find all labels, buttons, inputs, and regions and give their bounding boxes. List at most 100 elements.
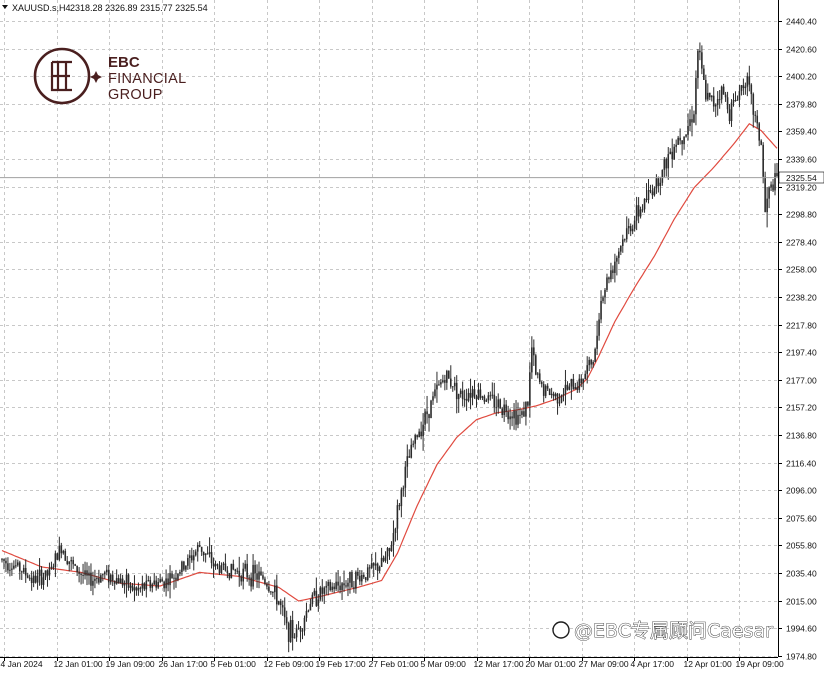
x-tick-label: 19 Feb 17:00 (316, 659, 366, 669)
candle (20, 570, 23, 580)
candle (222, 561, 225, 571)
candle (402, 485, 405, 497)
candle (687, 113, 689, 141)
y-tick-label: 2116.40 (786, 459, 816, 469)
candle (109, 573, 112, 585)
candle (206, 546, 209, 555)
candle (149, 576, 152, 592)
candle (404, 460, 407, 498)
candle (351, 570, 353, 588)
candle (657, 176, 660, 193)
candle (667, 147, 670, 180)
candle (582, 378, 585, 390)
candle (139, 586, 142, 593)
candle (578, 374, 581, 393)
candle (659, 176, 662, 196)
candle (604, 288, 606, 305)
x-tick-label: 26 Jan 17:00 (159, 659, 208, 669)
candle (497, 393, 500, 414)
dropdown-triangle-icon[interactable] (2, 5, 8, 9)
candle (744, 82, 747, 95)
y-tick-label: 2298.80 (786, 210, 817, 220)
candle (274, 579, 276, 600)
candle (570, 378, 573, 400)
candle (669, 148, 672, 155)
candle (44, 570, 47, 581)
candle (287, 621, 290, 653)
candle (592, 360, 594, 368)
candle (357, 567, 359, 580)
candle (722, 83, 725, 95)
candle (353, 580, 355, 593)
y-tick-label: 2379.80 (786, 100, 817, 110)
candle (181, 560, 183, 576)
candle (730, 99, 733, 127)
candle (430, 399, 432, 419)
moving-average-line (1, 123, 778, 602)
candle (94, 569, 96, 589)
candle (647, 179, 650, 204)
logo-e-mark-icon (50, 60, 72, 92)
ohlc-values: 2318.28 2326.89 2315.77 2325.54 (70, 3, 208, 13)
candle (467, 388, 470, 403)
candle (691, 105, 693, 137)
candle (187, 554, 189, 570)
candle (738, 84, 741, 108)
candle (477, 382, 480, 401)
candle (544, 384, 547, 399)
candle (428, 413, 430, 432)
y-tick-label: 1994.60 (786, 624, 817, 634)
candle (675, 139, 677, 153)
candle (5, 557, 7, 573)
candle (285, 610, 288, 630)
candle (26, 572, 29, 579)
candle (485, 398, 488, 402)
candle (244, 560, 246, 572)
candle (272, 591, 274, 598)
y-tick-label: 2055.80 (786, 541, 817, 551)
candle (266, 582, 268, 590)
candle (62, 549, 65, 555)
candle (639, 206, 642, 219)
candle (88, 565, 90, 585)
y-tick-label: 2420.60 (786, 45, 817, 55)
candle (574, 382, 577, 390)
candle (479, 383, 482, 400)
candle (190, 547, 193, 563)
candle (297, 621, 300, 630)
candle (347, 578, 349, 597)
candle (115, 569, 118, 585)
candle (398, 502, 401, 511)
candle (408, 449, 411, 458)
candle (618, 247, 620, 265)
x-tick-label: 5 Mar 09:00 (421, 659, 467, 669)
candle (598, 312, 600, 341)
candle (649, 184, 652, 194)
candle (754, 111, 757, 123)
candle (301, 628, 304, 640)
y-tick-label: 2359.40 (786, 127, 817, 137)
candle (453, 376, 456, 391)
y-tick-label: 2278.40 (786, 238, 817, 248)
candle (359, 569, 361, 586)
candle (588, 356, 590, 372)
candle (90, 563, 92, 592)
candle (764, 171, 766, 213)
moving-average-layer (1, 123, 778, 602)
current-price-badge: 2325.54 (778, 171, 824, 184)
candle (361, 570, 363, 586)
x-tick-label: 4 Jan 2024 (1, 659, 43, 669)
candle (406, 444, 409, 478)
candle (337, 570, 339, 592)
candle (153, 572, 156, 586)
x-tick-label: 27 Feb 01:00 (369, 659, 419, 669)
candle (7, 557, 9, 574)
y-tick-label: 2075.60 (786, 514, 817, 524)
candle (252, 554, 254, 590)
candle (760, 139, 762, 146)
candle (511, 411, 513, 427)
candle (424, 408, 426, 432)
candle (483, 394, 486, 405)
